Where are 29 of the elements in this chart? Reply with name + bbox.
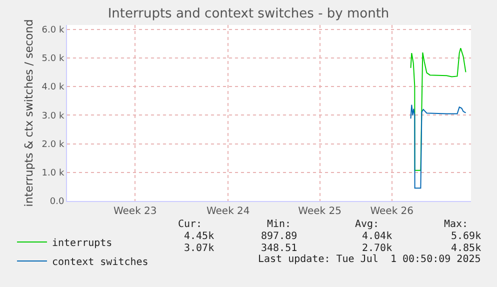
legend-label: context switches: [52, 256, 148, 268]
text: 4.04k: [362, 231, 392, 242]
y-tick-label: 6.0 k: [42, 25, 65, 36]
y-tick-label: 0.0: [50, 197, 64, 208]
text: Max:: [444, 219, 468, 230]
x-tick-label: Week 25: [298, 206, 342, 217]
text: Last update: Tue Jul 1 00:50:09 2025: [258, 254, 481, 265]
text: 4.85k: [451, 243, 482, 254]
text: Cur:: [178, 219, 202, 230]
y-tick-label: 3.0 k: [42, 111, 65, 122]
legend-label: interrupts: [52, 238, 112, 249]
text: 348.51: [261, 243, 298, 254]
x-tick-label: Week 24: [206, 206, 250, 217]
text: Min:: [267, 219, 292, 230]
text: Avg:: [355, 219, 380, 230]
y-tick-label: 5.0 k: [42, 54, 65, 64]
y-tick-label: 1.0 k: [42, 168, 65, 179]
text: 897.89: [261, 231, 298, 242]
text: 4.45k: [184, 231, 214, 242]
text: 3.07k: [184, 243, 214, 254]
chart-title: Interrupts and context switches - by month: [108, 6, 390, 22]
x-tick-label: Week 23: [113, 206, 157, 217]
line-series: [410, 104, 466, 189]
y-axis-title: interrupts & ctx switches / second: [22, 19, 36, 207]
y-tick-label: 2.0 k: [42, 140, 65, 150]
text: 5.69k: [451, 231, 482, 242]
y-tick-label: 4.0 k: [42, 82, 65, 93]
text: 2.70k: [362, 243, 392, 254]
x-tick-label: Week 26: [370, 206, 414, 217]
